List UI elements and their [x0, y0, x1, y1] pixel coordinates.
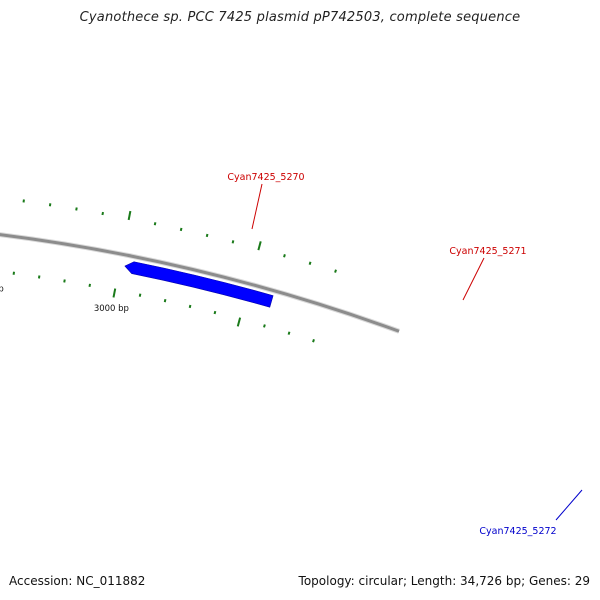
map-title: Cyanothece sp. PCC 7425 plasmid pP742503… — [79, 10, 521, 25]
gene-leader-line — [251, 183, 263, 230]
ruler-tick-track — [12, 271, 315, 343]
outer-tick-mark — [283, 254, 286, 258]
ruler-label: 2500 bp — [0, 284, 4, 294]
gene-label: Cyan7425_5271 — [449, 246, 526, 257]
gene-track — [124, 261, 274, 308]
outer-tick-mark — [101, 211, 104, 216]
ruler-tick-mark — [112, 288, 117, 298]
gene-leader-line — [462, 257, 485, 301]
outer-tick-mark — [127, 210, 132, 221]
gene-label: Cyan7425_5270 — [227, 172, 304, 183]
accession-text: Accession: NC_011882 — [9, 574, 146, 588]
ruler-tick-mark — [263, 324, 266, 328]
outer-tick-mark — [334, 269, 337, 273]
ruler-tick-mark — [236, 317, 242, 327]
backbone-ring-halo — [0, 232, 400, 334]
outer-tick-mark — [179, 227, 183, 232]
backbone-track — [0, 232, 400, 334]
ruler-tick-mark — [88, 283, 91, 288]
ruler-tick-mark — [312, 339, 315, 343]
outer-tick-mark — [308, 261, 312, 265]
outer-tick-mark — [257, 241, 262, 251]
ruler-label: 3000 bp — [94, 304, 129, 314]
topology-summary-text: Topology: circular; Length: 34,726 bp; G… — [298, 574, 590, 588]
outer-tick-mark — [205, 233, 209, 238]
outer-tick-mark — [231, 240, 235, 244]
ruler-tick-mark — [213, 310, 217, 315]
ruler-tick-mark — [188, 304, 192, 309]
backbone-ring — [0, 233, 400, 333]
outer-tick-track — [22, 199, 337, 273]
ruler-tick-mark — [287, 331, 291, 335]
gene-arrow — [124, 261, 274, 308]
gene-leader-line — [555, 489, 583, 521]
ruler-labels: 500 bp1000 bp1500 bp2000 bp2500 bp3000 b… — [0, 284, 129, 314]
gene-label-leaders: Cyan7425_5270 Cyan7425_5271 Cyan7425_5272 — [227, 172, 583, 537]
outer-tick-mark — [153, 222, 157, 226]
ruler-tick-mark — [138, 293, 142, 297]
ruler-tick-mark — [163, 298, 167, 303]
gene-label: Cyan7425_5272 — [479, 526, 556, 537]
